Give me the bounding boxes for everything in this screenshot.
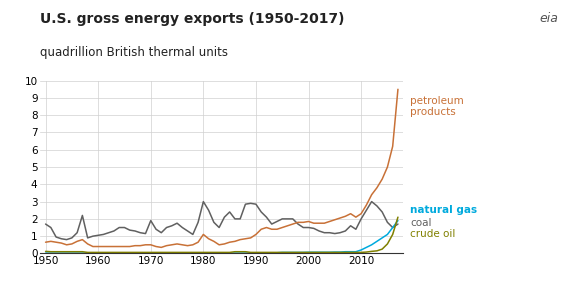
Text: coal: coal [411,218,432,228]
Text: U.S. gross energy exports (1950-2017): U.S. gross energy exports (1950-2017) [40,12,345,26]
Text: quadrillion British thermal units: quadrillion British thermal units [40,46,228,59]
Text: petroleum
products: petroleum products [411,96,464,117]
Text: crude oil: crude oil [411,230,456,239]
Text: eia: eia [540,12,559,24]
Text: natural gas: natural gas [411,205,478,215]
